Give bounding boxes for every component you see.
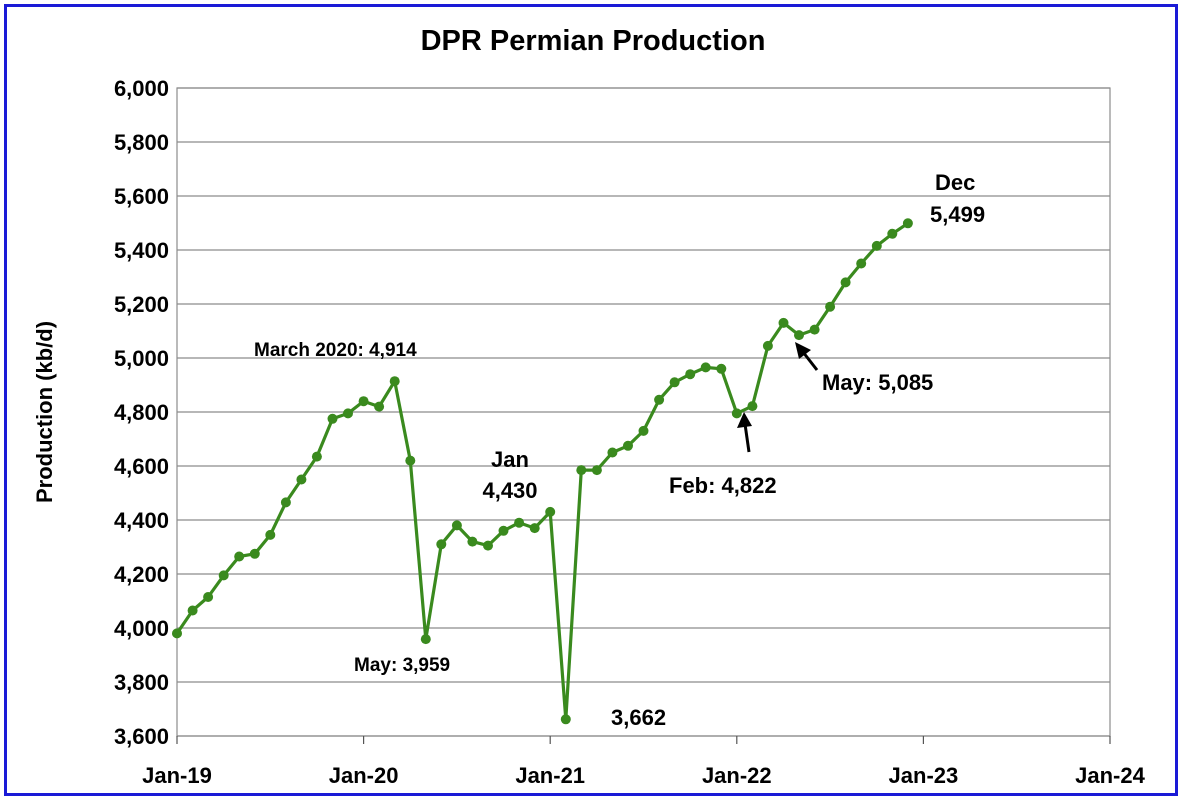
data-point <box>607 447 618 458</box>
y-tick-label: 4,800 <box>114 400 169 425</box>
x-tick-label: Jan-22 <box>702 763 772 788</box>
x-tick-label: Jan-20 <box>329 763 399 788</box>
data-point <box>545 506 556 517</box>
x-tick-label: Jan-21 <box>515 763 585 788</box>
data-point <box>249 548 260 559</box>
data-point <box>576 465 587 476</box>
data-point <box>871 240 882 251</box>
data-point <box>358 396 369 407</box>
series-line <box>175 221 909 721</box>
data-point <box>343 408 353 419</box>
data-point <box>451 520 462 531</box>
x-tick-label: Jan-24 <box>1075 763 1145 788</box>
data-point <box>172 628 182 639</box>
annotation-jan-2021-line2: 4,430 <box>482 478 537 503</box>
data-point <box>187 605 198 616</box>
annotation-dec-2022-line1: Dec <box>935 170 975 195</box>
y-tick-labels: 3,600 3,800 4,000 4,200 4,400 4,600 4,800 5,000… <box>114 76 169 749</box>
y-tick-label: 4,200 <box>114 562 169 587</box>
data-point <box>794 330 804 341</box>
annotations: March 2020: 4,914 May: 3,959 Jan 4,430 3… <box>254 170 985 730</box>
arrow-feb-2022-shaft <box>743 423 751 453</box>
annotation-feb-2022: Feb: 4,822 <box>669 473 777 498</box>
chart-frame <box>4 4 1178 796</box>
data-point <box>825 301 836 312</box>
data-point <box>840 277 851 288</box>
arrow-may-2022-shaft <box>801 351 819 371</box>
data-point <box>762 340 773 351</box>
x-tick-labels: Jan-19 Jan-20 Jan-21 Jan-22 Jan-23 Jan-24 <box>142 763 1145 788</box>
annotation-feb-2021: 3,662 <box>611 705 666 730</box>
data-point <box>498 525 509 536</box>
arrow-may-2022-head <box>795 342 811 359</box>
data-point <box>685 369 696 380</box>
data-point <box>560 714 571 725</box>
data-point <box>420 634 431 645</box>
data-point <box>234 551 245 562</box>
data-point <box>467 536 478 547</box>
data-point <box>654 394 665 405</box>
data-point <box>856 258 867 269</box>
annotation-jan-2021-line1: Jan <box>491 447 529 472</box>
data-point <box>280 497 291 508</box>
annotation-march-2020: March 2020: 4,914 <box>254 340 417 361</box>
y-tick-label: 5,400 <box>114 238 169 263</box>
data-point <box>483 540 493 551</box>
y-axis-label: Production (kb/d) <box>32 321 57 503</box>
data-point <box>716 363 727 374</box>
annotation-may-2022: May: 5,085 <box>822 370 933 395</box>
arrow-feb-2022-head <box>737 412 752 428</box>
data-point <box>405 455 416 466</box>
data-point <box>389 376 400 387</box>
y-tick-label: 4,000 <box>114 616 169 641</box>
data-point <box>265 529 276 540</box>
y-tick-label: 3,600 <box>114 724 169 749</box>
y-tick-label: 5,200 <box>114 292 169 317</box>
gridlines <box>176 87 1111 744</box>
data-point <box>623 440 633 451</box>
data-point <box>529 523 540 534</box>
y-tick-label: 5,800 <box>114 130 169 155</box>
data-point <box>311 451 322 462</box>
data-point <box>669 377 680 388</box>
x-tick-label: Jan-23 <box>889 763 959 788</box>
data-point <box>218 570 229 581</box>
annotation-dec-2022-line2: 5,499 <box>930 202 985 227</box>
y-tick-label: 6,000 <box>114 76 169 101</box>
data-point <box>731 408 742 419</box>
x-tick-label: Jan-19 <box>142 763 212 788</box>
data-point <box>514 517 525 528</box>
data-point <box>374 401 385 412</box>
data-point <box>327 413 338 424</box>
plot-area-border <box>176 87 1111 737</box>
y-tick-label: 3,800 <box>114 670 169 695</box>
annotation-may-2020: May: 3,959 <box>354 655 450 676</box>
data-point <box>638 425 649 436</box>
data-point <box>700 362 711 373</box>
data-point <box>296 474 307 485</box>
data-point <box>887 228 898 239</box>
data-point <box>203 592 214 602</box>
series-production <box>172 218 913 725</box>
y-tick-label: 5,600 <box>114 184 169 209</box>
data-point <box>809 324 820 335</box>
y-tick-label: 5,000 <box>114 346 169 371</box>
chart-title: DPR Permian Production <box>421 25 766 57</box>
data-point <box>436 539 447 550</box>
data-point <box>902 218 913 229</box>
data-point <box>591 465 602 476</box>
y-tick-label: 4,600 <box>114 454 169 479</box>
y-tick-label: 4,400 <box>114 508 169 533</box>
data-point <box>747 401 758 412</box>
data-point <box>778 317 789 328</box>
